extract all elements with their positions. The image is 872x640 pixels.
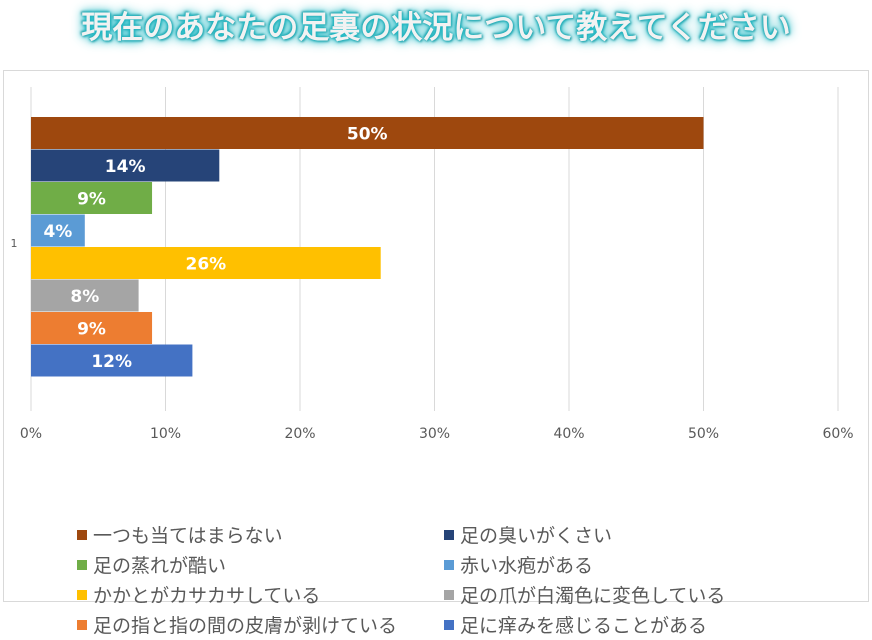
legend-swatch	[444, 619, 454, 630]
chart-title: 現在のあなたの足裏の状況について教えてください	[81, 10, 791, 46]
legend-item: 足の蒸れが酷い	[77, 552, 226, 580]
legend-label: 足の指と指の間の皮膚が剥けている	[93, 615, 398, 637]
bar-data-label: 14%	[105, 157, 146, 177]
legend-swatch	[444, 529, 454, 540]
bar	[31, 312, 153, 344]
legend-item: 足の指と指の間の皮膚が剥けている	[77, 612, 397, 640]
legend-label: かかとがカサカサしている	[93, 585, 321, 607]
legend-swatch	[77, 559, 87, 570]
bar	[31, 117, 704, 149]
bar	[31, 247, 381, 279]
x-tick-label: 20%	[284, 426, 315, 442]
x-tick-label: 50%	[688, 426, 719, 442]
category-label: 1	[11, 237, 18, 250]
bar	[31, 214, 85, 247]
legend-swatch	[444, 559, 454, 570]
legend-label: 足に痒みを感じることがある	[460, 615, 708, 637]
legend-label: 赤い水疱がある	[460, 555, 594, 577]
bar-chart: 0% 10% 20% 30% 40% 50% 60%150%14%9%4%26%8%9%12…	[11, 87, 854, 442]
bar-data-label: 12%	[91, 352, 132, 372]
x-tick-label: 40%	[553, 426, 584, 442]
bar-data-label: 9%	[77, 189, 106, 209]
legend-label: 足の臭いがくさい	[460, 525, 613, 547]
bar	[31, 344, 193, 377]
legend-item: 足の臭いがくさい	[444, 522, 612, 550]
legend-item: 足の爪が白濁色に変色している	[444, 582, 725, 610]
bar-data-label: 9%	[77, 319, 106, 339]
legend-item: 赤い水疱がある	[444, 552, 593, 580]
bar	[31, 182, 153, 214]
bar	[31, 279, 139, 312]
legend-label: 一つも当てはまらない	[93, 525, 283, 547]
bar-data-label: 4%	[43, 222, 72, 242]
bar-data-label: 50%	[347, 124, 388, 144]
legend-item: かかとがカサカサしている	[77, 582, 320, 610]
x-tick-label: 0%	[20, 426, 42, 442]
legend-item: 一つも当てはまらない	[77, 522, 283, 550]
bar-data-label: 26%	[185, 254, 226, 274]
bar	[31, 149, 220, 182]
legend-label: 足の爪が白濁色に変色している	[460, 585, 726, 607]
legend-swatch	[77, 529, 87, 540]
chart-frame: 0% 10% 20% 30% 40% 50% 60% 1 50% 14% 9% 4% 26% 8% 9% 12…	[3, 70, 869, 637]
legend-swatch	[444, 589, 454, 600]
legend-swatch	[77, 589, 87, 600]
x-tick-label: 30%	[419, 426, 450, 442]
bar-data-label: 8%	[70, 287, 99, 307]
x-tick-label: 60%	[822, 426, 853, 442]
legend-item: 足に痒みを感じることがある	[444, 612, 707, 640]
x-tick-label: 10%	[150, 426, 181, 442]
legend-label: 足の蒸れが酷い	[93, 555, 227, 577]
legend-swatch	[77, 619, 87, 630]
